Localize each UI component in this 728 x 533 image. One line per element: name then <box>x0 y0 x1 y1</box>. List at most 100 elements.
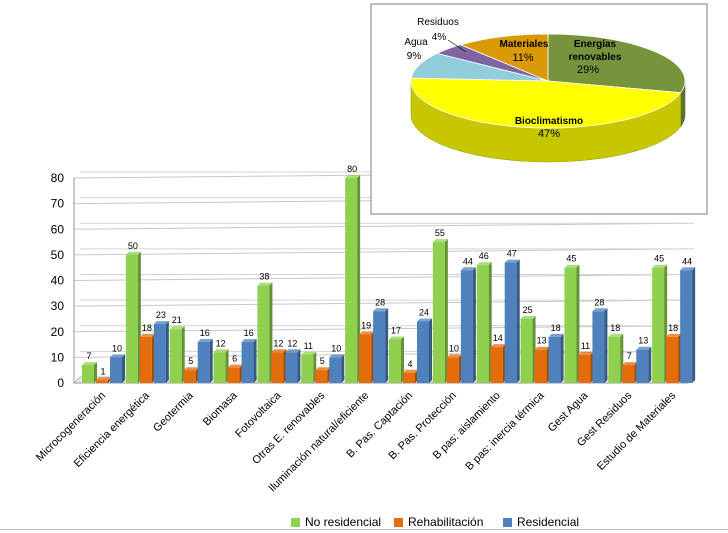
bar <box>564 267 577 383</box>
bar-top <box>636 346 652 350</box>
bar-top <box>227 364 243 368</box>
pie-value-energias: 29% <box>577 64 599 76</box>
bar <box>197 342 210 383</box>
x-tick-label: Geotermia <box>151 389 196 434</box>
bar-value-label: 18 <box>610 323 620 333</box>
bar-top <box>490 344 506 348</box>
bar-side <box>516 259 520 383</box>
bar-value-label: 25 <box>523 305 533 315</box>
bar-value-label: 80 <box>347 164 357 174</box>
bar-top <box>197 339 213 342</box>
pie-slice <box>410 77 682 129</box>
bar-side <box>648 346 652 383</box>
bar-side <box>385 308 389 383</box>
bar <box>652 267 665 383</box>
bar-top <box>285 349 301 353</box>
bar-side <box>401 336 404 383</box>
pie-label-energias: Energías <box>574 39 617 50</box>
bar-value-label: 1 <box>100 366 105 376</box>
bar <box>389 339 401 383</box>
bar-top <box>592 308 608 312</box>
bar-value-label: 7 <box>627 351 632 361</box>
legend-swatch-rehabilitacion <box>394 517 403 527</box>
bar <box>476 265 489 383</box>
bar-side <box>560 333 564 383</box>
pie-slice <box>547 33 686 94</box>
bar-side <box>165 321 169 383</box>
bar-side <box>94 362 97 383</box>
y-tick-label: 20 <box>51 325 65 339</box>
x-tick-label: Estudio de Materiales <box>595 389 679 473</box>
x-tick-label: Eficiencia energética <box>72 389 153 470</box>
legend-label-residencial: Residencial <box>517 515 580 529</box>
bar <box>446 357 459 383</box>
bar <box>666 336 679 383</box>
bar-top <box>257 282 273 286</box>
bar <box>241 342 254 383</box>
bar-value-label: 12 <box>216 338 226 348</box>
y-tick-label: 50 <box>51 248 65 262</box>
bar-value-label: 47 <box>507 249 517 259</box>
bar-top <box>608 333 624 337</box>
bar <box>96 380 108 383</box>
bar-value-label: 50 <box>128 241 138 251</box>
bar-side <box>122 354 125 383</box>
bar-value-label: 10 <box>449 343 459 353</box>
bar <box>622 365 635 383</box>
bar-value-label: 28 <box>375 297 385 307</box>
bar-side <box>604 308 608 383</box>
bar-side <box>429 318 432 383</box>
bar-value-label: 18 <box>142 323 152 333</box>
bar-value-label: 46 <box>479 251 489 261</box>
bar-top <box>125 251 141 255</box>
bar <box>608 336 621 383</box>
bar-value-label: 12 <box>273 338 283 348</box>
bar-top <box>359 331 375 335</box>
bar <box>329 357 342 383</box>
bar <box>213 352 226 383</box>
bar-top <box>110 354 125 358</box>
bar-value-label: 16 <box>244 328 254 338</box>
bar-top <box>534 346 550 350</box>
bar-side <box>472 267 476 383</box>
pie-value-residuos: 4% <box>432 32 447 43</box>
bar-top <box>153 321 169 325</box>
bar-top <box>622 362 638 366</box>
chart-legend: No residencial Rehabilitación Residencia… <box>0 515 728 533</box>
bar <box>110 357 122 383</box>
bar-value-label: 38 <box>259 272 269 282</box>
bar-value-label: 14 <box>493 333 503 343</box>
bar <box>373 311 386 383</box>
x-tick-label: B pas: inercia térmica <box>463 389 547 473</box>
bar-value-label: 18 <box>668 323 678 333</box>
bar-top <box>680 267 696 271</box>
bar-top <box>520 315 536 319</box>
bar-value-label: 16 <box>200 328 210 338</box>
bar-top <box>345 175 361 178</box>
bar-top <box>96 377 111 381</box>
bar-top <box>504 259 520 263</box>
pie-label-agua: Agua <box>404 37 428 48</box>
bar <box>82 365 94 383</box>
pie-slice <box>459 33 549 82</box>
pie-value-agua: 9% <box>407 51 422 62</box>
bar-value-label: 10 <box>331 343 341 353</box>
bar <box>417 321 429 383</box>
bar-value-label: 18 <box>551 323 561 333</box>
bar-side <box>576 264 580 383</box>
bar-top <box>460 267 476 271</box>
pie-leader-line <box>447 39 467 53</box>
pie-label-materiales: Materiales <box>500 39 549 50</box>
bar-side <box>341 354 345 383</box>
x-tick-label: Gest Agua <box>546 389 591 434</box>
bar <box>285 352 298 383</box>
bar-value-label: 13 <box>537 336 547 346</box>
legend-label-no-residencial: No residencial <box>305 515 382 529</box>
bar <box>636 349 649 383</box>
bar-top <box>652 264 668 268</box>
bar <box>403 372 415 383</box>
y-tick-label: 60 <box>51 222 65 236</box>
gridline-depth <box>73 299 689 307</box>
bar-value-label: 11 <box>581 341 590 351</box>
bar-top <box>241 339 257 342</box>
